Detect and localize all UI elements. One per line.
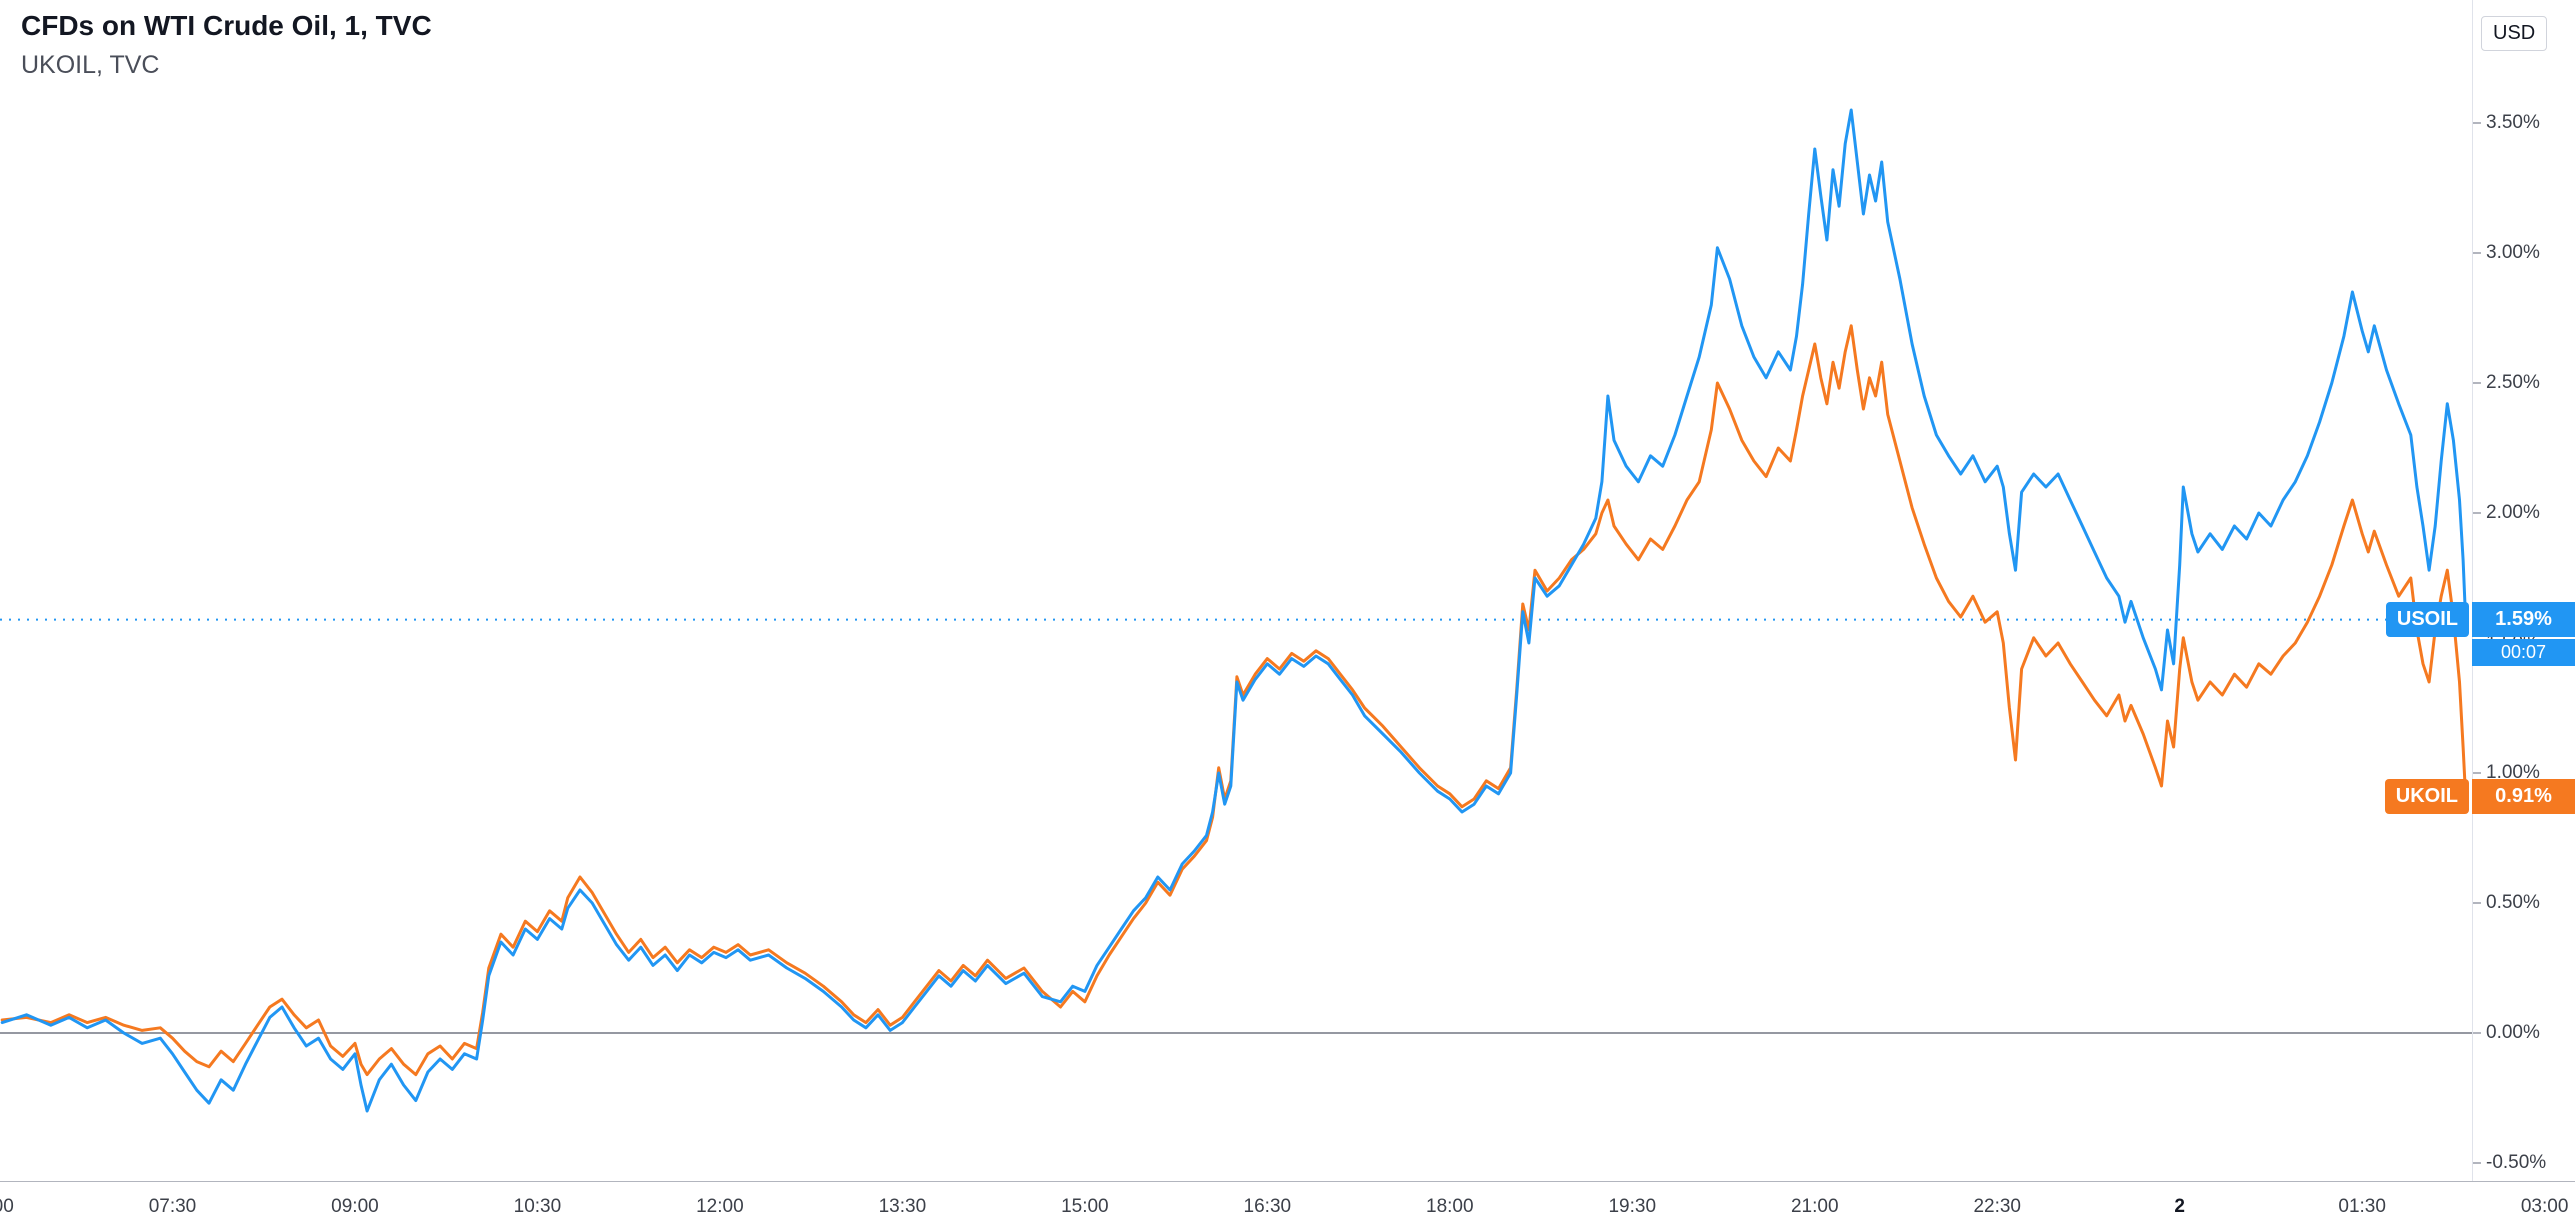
price-tick-label: 0.00% xyxy=(2486,1022,2540,1043)
price-tick-mark xyxy=(2473,252,2481,254)
time-tick-label: 12:00 xyxy=(696,1196,744,1217)
time-tick-label: 21:00 xyxy=(1790,1196,1839,1217)
time-tick-label: 09:00 xyxy=(331,1196,379,1217)
price-tick-mark xyxy=(2473,772,2481,774)
price-tick-label: 2.50% xyxy=(2486,372,2540,393)
price-tick-mark xyxy=(2473,1162,2481,1164)
time-tick-label: 18:00 xyxy=(1426,1196,1474,1217)
time-tick-label: 10:30 xyxy=(513,1196,562,1217)
ukoil-symbol-tag: UKOIL xyxy=(2384,779,2469,815)
price-tick-label: -0.50% xyxy=(2486,1152,2547,1173)
usoil-price-label: 1.59% xyxy=(2472,601,2575,637)
time-tick-label: 19:30 xyxy=(1608,1196,1657,1217)
currency-toggle[interactable]: USD xyxy=(2481,16,2548,51)
usoil-bar-countdown: 00:07 xyxy=(2472,638,2575,667)
price-tick-label: 3.00% xyxy=(2486,242,2540,263)
date-marker-label: 2 xyxy=(2174,1196,2185,1217)
chart-legend: CFDs on WTI Crude Oil, 1, TVC UKOIL, TVC xyxy=(21,10,432,80)
time-tick-label: 03:00 xyxy=(2520,1196,2569,1217)
price-tick-mark xyxy=(2473,902,2481,904)
usoil-series-line[interactable] xyxy=(0,108,2468,1113)
ukoil-series-line[interactable] xyxy=(0,324,2468,1077)
price-axis[interactable]: USD 4.00%3.50%3.00%2.50%2.00%1.50%1.00%0… xyxy=(2472,0,2575,1181)
time-tick-label: 16:30 xyxy=(1243,1196,1292,1217)
price-tick-mark xyxy=(2473,382,2481,384)
price-tick-label: 4.00% xyxy=(2486,0,2540,5)
time-tick-label: 01:30 xyxy=(2338,1196,2386,1217)
time-tick-label: 07:30 xyxy=(148,1196,197,1217)
main-symbol-title[interactable]: CFDs on WTI Crude Oil, 1, TVC xyxy=(21,10,432,41)
price-tick-mark xyxy=(2473,512,2481,514)
time-tick-label: 13:30 xyxy=(878,1196,927,1217)
usoil-symbol-tag: USOIL xyxy=(2385,601,2469,637)
time-tick-label: 06:00 xyxy=(0,1196,14,1217)
price-tick-label: 3.50% xyxy=(2486,112,2540,133)
price-tick-mark xyxy=(2473,122,2481,124)
price-tick-label: 0.50% xyxy=(2486,892,2540,913)
compare-symbol-title[interactable]: UKOIL, TVC xyxy=(21,51,160,79)
time-axis[interactable]: 06:00 07:30 09:00 10:30 12:00 13:30 15:00 16:30… xyxy=(0,1181,2575,1232)
time-tick-label: 22:30 xyxy=(1973,1196,2021,1217)
usoil-price-badge: USOIL 1.59% 00:07 xyxy=(2385,601,2575,667)
ukoil-price-label: 0.91% xyxy=(2472,779,2575,815)
time-tick-label: 15:00 xyxy=(1061,1196,1109,1217)
price-tick-mark xyxy=(2473,1032,2481,1034)
price-tick-label: 1.00% xyxy=(2486,762,2540,783)
price-tick-label: 2.00% xyxy=(2486,502,2540,523)
ukoil-price-badge: UKOIL 0.91% xyxy=(2384,779,2575,815)
